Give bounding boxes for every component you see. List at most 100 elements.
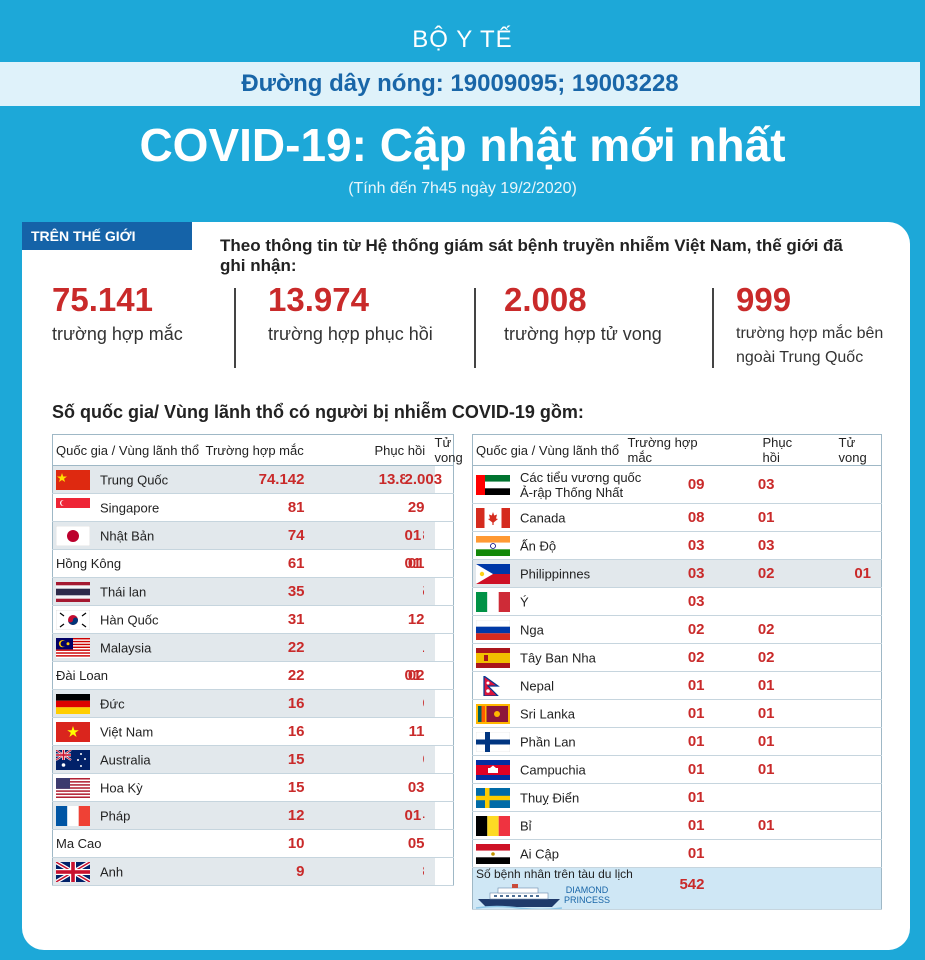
table-row: Ấn Độ 03 03	[472, 531, 882, 560]
col-header-country: Quốc gia / Vùng lãnh thổ	[472, 434, 623, 466]
country-name: Australia	[100, 752, 151, 767]
col-header-deaths: Tử vong	[812, 434, 882, 466]
stat-label-line: trường hợp mắc bên	[736, 325, 884, 342]
cases-cell: 01	[622, 839, 723, 868]
table-row: Thái lan3515	[52, 577, 454, 606]
thailand-flag	[56, 581, 90, 602]
recovered-cell: 01	[722, 671, 813, 700]
country-name-line: Các tiểu vương quốc	[520, 469, 642, 485]
belgium-flag	[476, 815, 510, 836]
country-cell: Campuchia	[472, 755, 623, 784]
stat-value: 999	[736, 281, 792, 318]
vietnam-flag	[56, 721, 90, 742]
deaths-cell	[404, 577, 424, 606]
cases-cell: 16	[202, 717, 345, 746]
country-cell: Nga	[472, 615, 623, 644]
australia-flag	[56, 749, 90, 770]
country-cell: Việt Nam	[52, 717, 203, 746]
cases-cell: 09	[622, 465, 723, 504]
stat-label: trường hợp mắc bên ngoài Trung Quốc	[736, 322, 883, 370]
india-flag	[476, 535, 510, 556]
deaths-cell: 2.003	[404, 465, 442, 494]
country-name: Thái lan	[100, 584, 147, 599]
country-cell: Thái lan	[52, 577, 203, 606]
world-intro: Theo thông tin từ Hệ thống giám sát bệnh…	[220, 236, 843, 275]
cases-cell: 08	[622, 503, 723, 532]
country-name: Nga	[520, 622, 544, 637]
recovered-cell: 01	[722, 727, 813, 756]
col-header-cases: Trường hợp mắc	[202, 434, 345, 466]
ship-name-line: DIAMOND	[565, 885, 609, 895]
spain-flag	[476, 647, 510, 668]
divider	[712, 288, 714, 368]
country-name: Việt Nam	[100, 724, 154, 739]
country-name: Anh	[100, 864, 124, 879]
recovered-cell: 02	[722, 643, 813, 672]
cases-cell: 03	[622, 587, 723, 616]
hotline-bar: Đường dây nóng: 19009095; 19003228	[0, 62, 920, 106]
recovered-cell	[722, 783, 813, 812]
table-row: Philippinnes 03 02 01	[472, 559, 882, 588]
world-tag: TRÊN THẾ GIỚI	[22, 222, 192, 250]
country-cell: Anh	[52, 857, 203, 886]
table-header-row: Quốc gia / Vùng lãnh thổ Trường hợp mắc …	[472, 434, 882, 466]
country-cell: Australia	[52, 745, 203, 774]
stat-outside-china: 999 trường hợp mắc bên ngoài Trung Quốc	[736, 282, 883, 370]
deaths-cell	[404, 605, 424, 634]
ship-cases-cell: 542	[622, 867, 723, 910]
country-name: Nhật Bản	[100, 528, 155, 543]
country-cell: Trung Quốc	[52, 465, 203, 494]
country-cell: Ai Cập	[472, 839, 623, 868]
deaths-cell	[812, 783, 882, 812]
deaths-cell	[404, 857, 424, 886]
deaths-cell	[404, 717, 424, 746]
sweden-flag	[476, 787, 510, 808]
empty-cell	[812, 867, 882, 910]
japan-flag	[56, 525, 90, 546]
stat-label: trường hợp mắc	[52, 324, 183, 344]
deaths-cell: 01	[404, 661, 424, 690]
empty-cell	[722, 867, 813, 910]
recovered-cell	[722, 587, 813, 616]
finland-flag	[476, 731, 510, 752]
philippines-flag	[476, 563, 510, 584]
deaths-cell	[404, 493, 424, 522]
table-row: Hồng Kông 61 01 01	[52, 549, 454, 578]
country-cell: Ý	[472, 587, 623, 616]
deaths-cell	[812, 755, 882, 784]
table-row: Tây Ban Nha 02 02	[472, 643, 882, 672]
country-cell: Philippinnes	[472, 559, 623, 588]
right-country-table: Quốc gia / Vùng lãnh thổ Trường hợp mắc …	[472, 434, 882, 911]
china-flag	[56, 469, 90, 490]
cases-cell: 01	[622, 699, 723, 728]
country-name: Sri Lanka	[520, 706, 575, 721]
country-name: Ma Cao	[56, 836, 102, 852]
russia-flag	[476, 619, 510, 640]
ship-graphic: DIAMOND PRINCESS	[475, 881, 623, 911]
recovered-cell: 03	[722, 465, 813, 504]
table-row: Trung Quốc 74.142 13.818 2.003	[52, 465, 454, 494]
ship-name: DIAMOND PRINCESS	[564, 885, 610, 905]
korea-flag	[56, 609, 90, 630]
deaths-cell	[404, 633, 424, 662]
cases-cell: 9	[202, 857, 345, 886]
country-name: Campuchia	[520, 762, 586, 777]
cases-cell: 31	[202, 605, 345, 634]
cases-cell: 10	[202, 829, 345, 858]
table-row: Các tiểu vương quốc Ả-rập Thống Nhất 09 03	[472, 465, 882, 504]
stat-deaths: 2.008 trường hợp tử vong	[504, 282, 662, 346]
table-row: Phần Lan 01 01	[472, 727, 882, 756]
cases-cell: 16	[202, 689, 345, 718]
deaths-cell	[812, 699, 882, 728]
cases-cell: 74	[202, 521, 345, 550]
germany-flag	[56, 693, 90, 714]
table-row: Singapore 81 29	[52, 493, 454, 522]
cases-cell: 22	[202, 633, 345, 662]
country-cell: Canada	[472, 503, 623, 532]
table-row: Ai Cập 01	[472, 839, 882, 868]
country-cell: Nhật Bản	[52, 521, 203, 550]
cases-cell: 35	[202, 577, 345, 606]
cases-cell: 01	[622, 783, 723, 812]
nepal-flag	[476, 675, 510, 696]
table-row: Canada 08 01	[472, 503, 882, 532]
